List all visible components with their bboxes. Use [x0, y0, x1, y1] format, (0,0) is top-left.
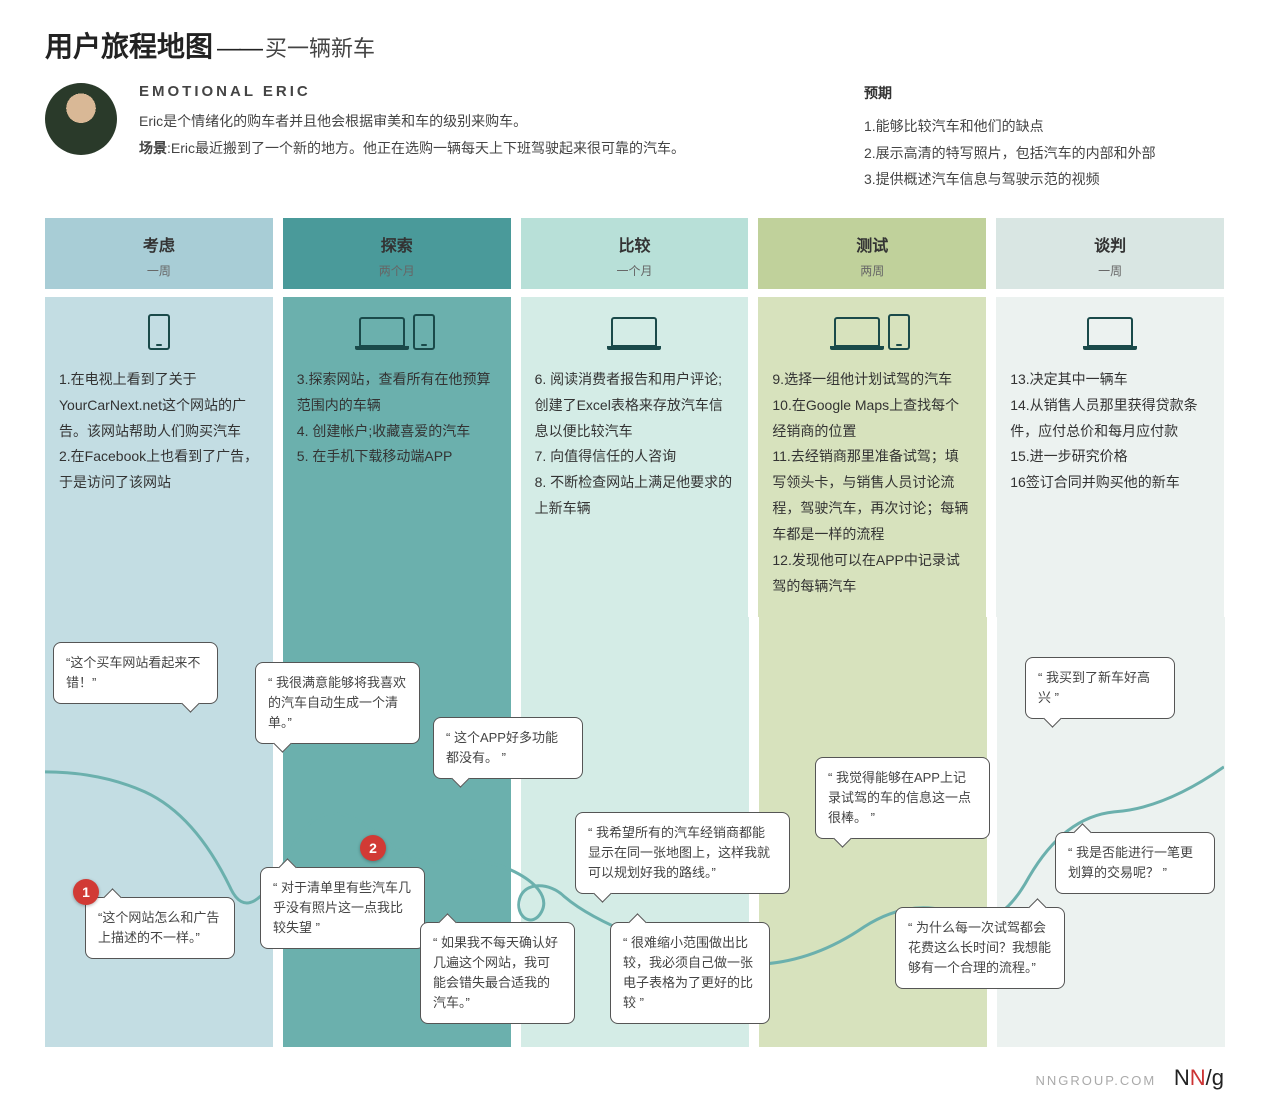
- quote-bubble: “ 我是否能进行一笔更划算的交易呢？ ”: [1055, 832, 1215, 894]
- stage-duration: 两个月: [289, 262, 505, 279]
- quote-bubble: “ 对于清单里有些汽车几乎没有照片这一点我比较失望 ”: [260, 867, 425, 949]
- footer-site: NNGROUP.COM: [1036, 1073, 1157, 1088]
- persona-section: EMOTIONAL ERIC Eric是个情绪化的购车者并且他会根据审美和车的级…: [45, 83, 1224, 193]
- stage-steps: 3.探索网站，查看所有在他预算范围内的车辆4. 创建帐户;收藏喜爱的汽车5. 在…: [297, 367, 497, 471]
- device-icons: [1010, 313, 1210, 351]
- stage-header-4: 谈判 一周: [996, 218, 1224, 289]
- stage-name: 考虑: [51, 232, 267, 256]
- stage-duration: 一周: [51, 262, 267, 279]
- page-title: 用户旅程地图 —— 买一辆新车: [45, 25, 1224, 65]
- phone-icon: [888, 314, 910, 350]
- stage-duration: 两周: [764, 262, 980, 279]
- title-main: 用户旅程地图: [45, 25, 213, 65]
- device-icons: [535, 313, 735, 351]
- stage-header-1: 探索 两个月: [283, 218, 511, 289]
- stage-steps: 9.选择一组他计划试驾的汽车10.在Google Maps上查找每个经销商的位置…: [772, 367, 972, 600]
- expectations: 预期 1.能够比较汽车和他们的缺点 2.展示高清的特写照片，包括汽车的内部和外部…: [864, 83, 1224, 193]
- quote-bubble: “ 我很满意能够将我喜欢的汽车自动生成一个清单。”: [255, 662, 420, 744]
- stage-name: 谈判: [1002, 232, 1218, 256]
- stage-name: 测试: [764, 232, 980, 256]
- quote-bubble: “ 这个APP好多功能都没有。 ”: [433, 717, 583, 779]
- quote-bubble: “ 为什么每一次试驾都会花费这么长时间？我想能够有一个合理的流程。”: [895, 907, 1065, 989]
- stage-header-3: 测试 两周: [758, 218, 986, 289]
- stage-name: 探索: [289, 232, 505, 256]
- stage-body-1: 3.探索网站，查看所有在他预算范围内的车辆4. 创建帐户;收藏喜爱的汽车5. 在…: [283, 297, 511, 617]
- quote-bubble: “ 如果我不每天确认好几遍这个网站，我可能会错失最合适我的汽车。”: [420, 922, 575, 1025]
- stage-body-4: 13.决定其中一辆车14.从销售人员那里获得贷款条件，应付总价和每月应付款15.…: [996, 297, 1224, 617]
- laptop-icon: [834, 317, 880, 347]
- quote-bubble: “ 我买到了新车好高兴 ”: [1025, 657, 1175, 719]
- quote-bubble: “这个网站怎么和广告上描述的不一样。”: [85, 897, 235, 959]
- phone-icon: [148, 314, 170, 350]
- expectations-list: 1.能够比较汽车和他们的缺点 2.展示高清的特写照片，包括汽车的内部和外部 3.…: [864, 113, 1224, 193]
- stage-name: 比较: [527, 232, 743, 256]
- stage-header-0: 考虑 一周: [45, 218, 273, 289]
- laptop-icon: [359, 317, 405, 347]
- stage-duration: 一周: [1002, 262, 1218, 279]
- stage-bodies: 1.在电视上看到了关于YourCarNext.net这个网站的广告。该网站帮助人…: [45, 297, 1224, 617]
- persona-avatar: [45, 83, 117, 155]
- quote-bubble: “ 我希望所有的汽车经销商都能显示在同一张地图上，这样我就可以规划好我的路线。”: [575, 812, 790, 894]
- pain-point-marker: 2: [360, 835, 386, 861]
- stage-body-3: 9.选择一组他计划试驾的汽车10.在Google Maps上查找每个经销商的位置…: [758, 297, 986, 617]
- quote-bubble: “ 我觉得能够在APP上记录试驾的车的信息这一点很棒。 ”: [815, 757, 990, 839]
- stage-steps: 1.在电视上看到了关于YourCarNext.net这个网站的广告。该网站帮助人…: [59, 367, 259, 496]
- persona-description: Eric是个情绪化的购车者并且他会根据审美和车的级别来购车。 场景:Eric最近…: [139, 108, 842, 161]
- emotion-curve-area: “这个买车网站看起来不错！” “这个网站怎么和广告上描述的不一样。” “ 我很满意能…: [45, 617, 1224, 1047]
- quote-bubble: “ 很难缩小范围做出比较，我必须自己做一张电子表格为了更好的比较 ”: [610, 922, 770, 1025]
- title-subtitle: 买一辆新车: [265, 31, 375, 63]
- pain-point-marker: 1: [73, 879, 99, 905]
- persona-name: EMOTIONAL ERIC: [139, 83, 842, 100]
- device-icons: [297, 313, 497, 351]
- footer: NNGROUP.COM NN/g: [0, 1057, 1269, 1103]
- laptop-icon: [1087, 317, 1133, 347]
- stage-headers: 考虑 一周 探索 两个月 比较 一个月 测试 两周 谈判 一周: [45, 218, 1224, 289]
- stage-body-2: 6. 阅读消费者报告和用户评论;创建了Excel表格来存放汽车信息以便比较汽车7…: [521, 297, 749, 617]
- quote-bubble: “这个买车网站看起来不错！”: [53, 642, 218, 704]
- title-separator: ——: [217, 35, 261, 63]
- phone-icon: [413, 314, 435, 350]
- stage-body-0: 1.在电视上看到了关于YourCarNext.net这个网站的广告。该网站帮助人…: [45, 297, 273, 617]
- device-icons: [772, 313, 972, 351]
- stage-duration: 一个月: [527, 262, 743, 279]
- device-icons: [59, 313, 259, 351]
- stage-steps: 13.决定其中一辆车14.从销售人员那里获得贷款条件，应付总价和每月应付款15.…: [1010, 367, 1210, 496]
- stage-header-2: 比较 一个月: [521, 218, 749, 289]
- expectations-title: 预期: [864, 83, 1224, 103]
- stage-steps: 6. 阅读消费者报告和用户评论;创建了Excel表格来存放汽车信息以便比较汽车7…: [535, 367, 735, 522]
- laptop-icon: [611, 317, 657, 347]
- nng-logo: NN/g: [1174, 1065, 1224, 1090]
